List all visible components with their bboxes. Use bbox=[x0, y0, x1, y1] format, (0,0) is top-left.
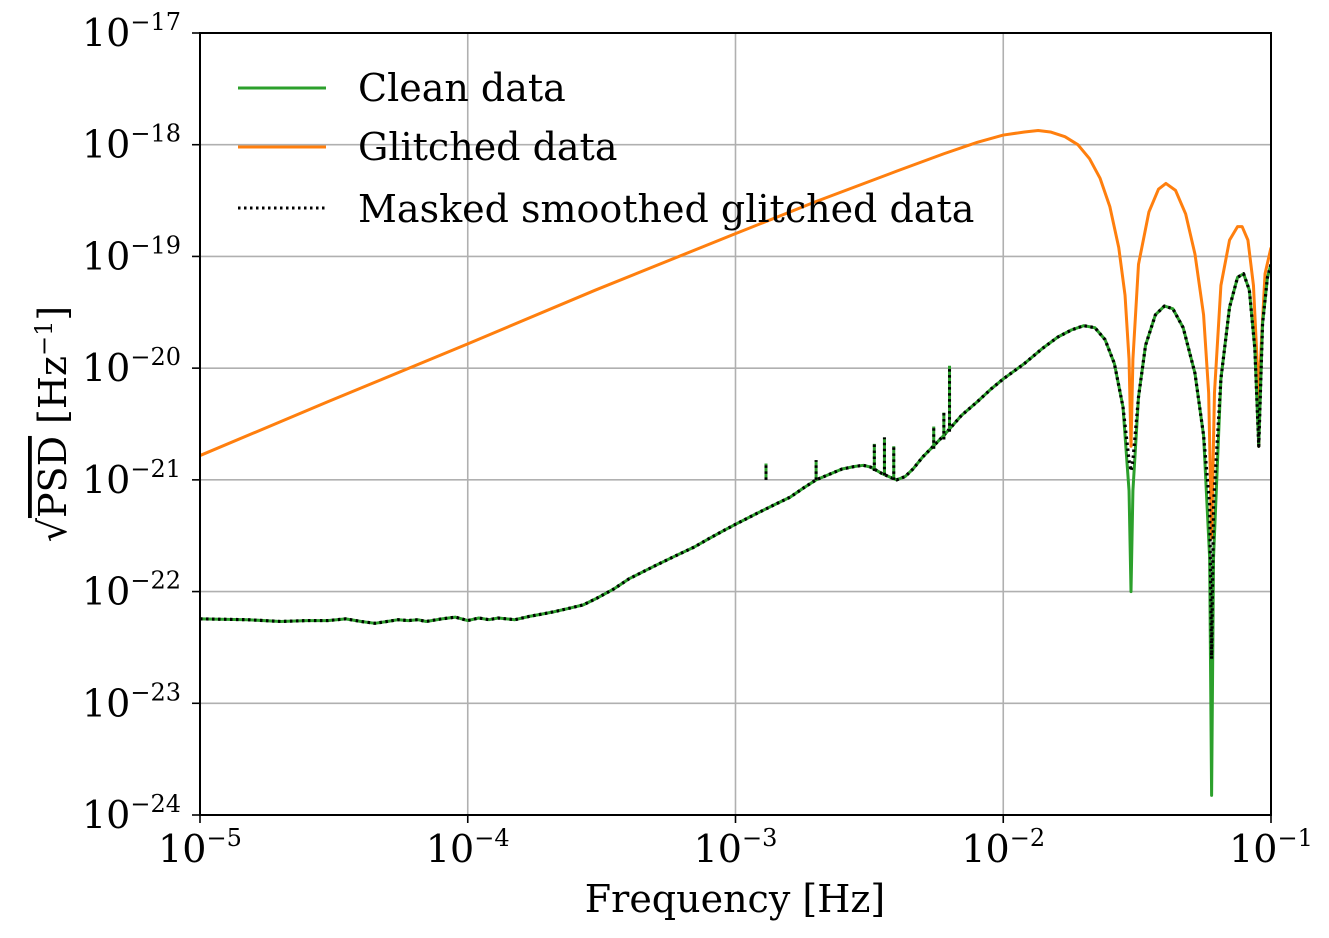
y-tick-label: 10−22 bbox=[82, 567, 181, 614]
legend-label-glitched: Glitched data bbox=[358, 125, 618, 169]
legend-label-clean: Clean data bbox=[358, 66, 566, 110]
x-tick-label: 10−3 bbox=[694, 824, 778, 871]
y-tick-label: 10−18 bbox=[82, 120, 181, 167]
y-axis-title-radicand: PSD bbox=[31, 436, 75, 518]
y-axis-title-unit-close: ] bbox=[31, 306, 75, 321]
series-layer bbox=[200, 129, 1271, 797]
x-tick-label: 10−1 bbox=[1229, 824, 1313, 871]
y-tick-label: 10−23 bbox=[82, 678, 181, 725]
y-axis-title: √PSD [Hz−1] bbox=[30, 306, 75, 543]
series-line-glitched-data bbox=[200, 129, 1271, 540]
x-tick-label: 10−5 bbox=[158, 824, 242, 871]
series-line-masked-smoothed-glitched-data bbox=[200, 263, 1271, 661]
y-axis-title-unit-exp: −1 bbox=[30, 321, 58, 356]
y-axis-title-radical: √ bbox=[31, 517, 75, 542]
y-tick-label: 10−17 bbox=[82, 8, 181, 55]
y-tick-label: 10−24 bbox=[82, 790, 181, 837]
y-tick-label: 10−20 bbox=[82, 343, 181, 390]
grid bbox=[199, 32, 1272, 816]
y-axis-title-unit: [Hz bbox=[31, 356, 75, 424]
axis-ticks: 10−5 10−4 10−3 10−2 10−1 10−24 10−23 10−22 10−21… bbox=[82, 8, 1313, 871]
y-tick-label: 10−21 bbox=[82, 455, 181, 502]
x-tick-label: 10−4 bbox=[426, 824, 510, 871]
svg-text:√PSD[Hz−1]: √PSD [Hz−1] bbox=[30, 306, 75, 543]
x-axis-title: Frequency [Hz] bbox=[585, 877, 885, 921]
legend: Clean data Glitched data Masked smoothed… bbox=[238, 66, 974, 231]
x-tick-label: 10−2 bbox=[961, 824, 1045, 871]
y-tick-label: 10−19 bbox=[82, 231, 181, 278]
legend-label-masked: Masked smoothed glitched data bbox=[358, 187, 974, 231]
